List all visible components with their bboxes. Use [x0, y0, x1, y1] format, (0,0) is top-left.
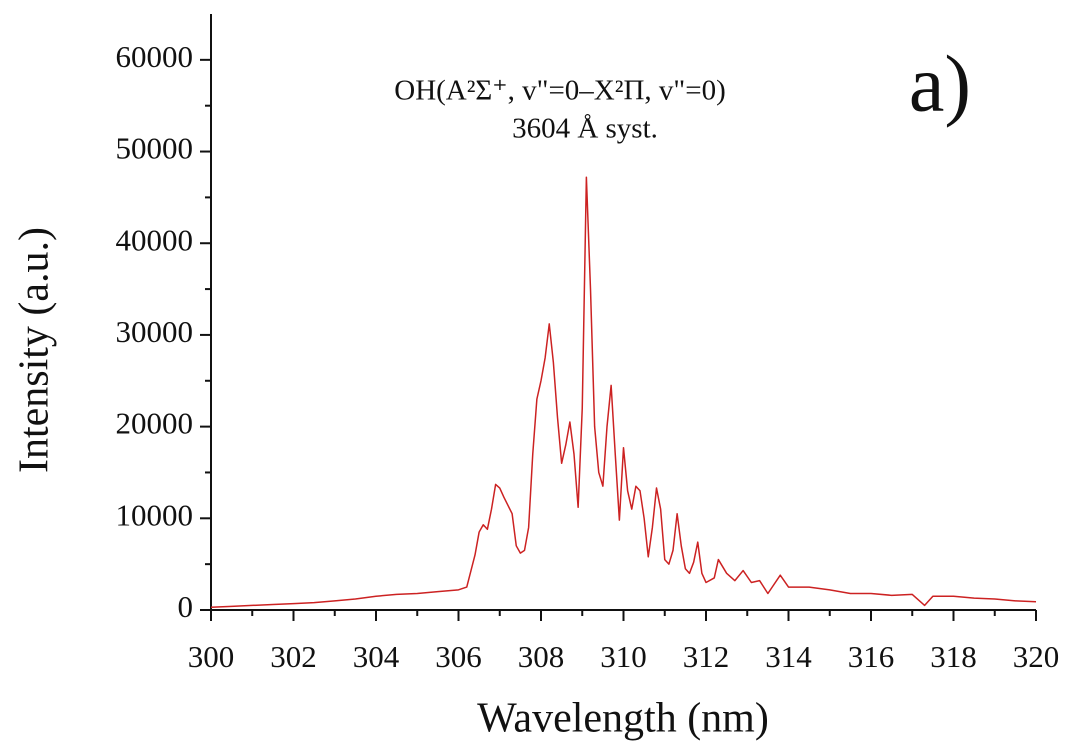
x-axis-label: Wavelength (nm)	[477, 696, 769, 742]
x-tick-label: 304	[353, 639, 400, 674]
x-tick-label: 300	[188, 639, 235, 674]
x-tick-label: 320	[1013, 639, 1060, 674]
y-axis-label: Intensity (a.u.)	[12, 227, 58, 473]
y-tick-label: 50000	[116, 131, 194, 166]
y-tick-label: 0	[178, 589, 194, 624]
y-tick-label: 30000	[116, 314, 194, 349]
panel-label: a)	[909, 40, 971, 128]
annotation: OH(A²Σ⁺, v"=0–X²Π, v"=0)	[394, 75, 726, 107]
y-tick-label: 60000	[116, 39, 194, 74]
annotation: 3604 Å syst.	[512, 113, 658, 145]
x-tick-label: 318	[930, 639, 977, 674]
x-tick-label: 306	[435, 639, 482, 674]
y-tick-label: 40000	[116, 222, 194, 257]
y-tick-label: 20000	[116, 406, 194, 441]
x-tick-label: 314	[765, 639, 812, 674]
y-tick-label: 10000	[116, 497, 194, 532]
spectrum-line	[210, 176, 1037, 608]
x-tick-label: 302	[270, 639, 317, 674]
x-tick-label: 308	[518, 639, 565, 674]
x-tick-label: 310	[600, 639, 647, 674]
x-tick-label: 316	[848, 639, 895, 674]
x-tick-label: 312	[683, 639, 730, 674]
